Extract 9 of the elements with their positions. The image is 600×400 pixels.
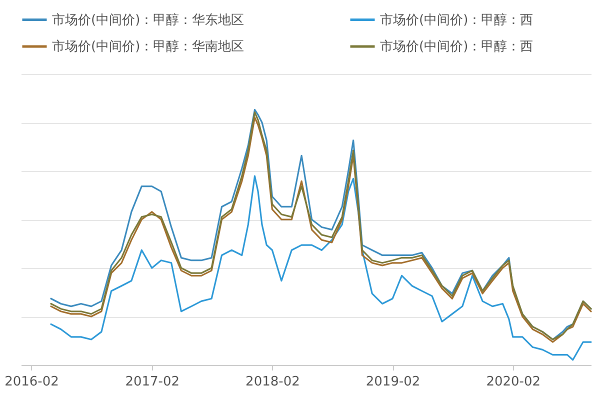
- x-tick-label: 2019-02: [366, 374, 420, 390]
- x-tick-label: 2017-02: [125, 374, 180, 390]
- legend-label: 市场价(中间价)：甲醇：华东地区: [52, 12, 244, 28]
- legend-label: 市场价(中间价)：甲醇：西: [380, 40, 534, 54]
- legend-label: 市场价(中间价)：甲醇：西: [380, 12, 534, 28]
- x-tick-label: 2020-02: [486, 374, 541, 390]
- legend-label: 市场价(中间价)：甲醇：华南地区: [52, 40, 244, 54]
- x-tick-label: 2016-02: [4, 374, 59, 390]
- x-tick-label: 2018-02: [246, 374, 300, 390]
